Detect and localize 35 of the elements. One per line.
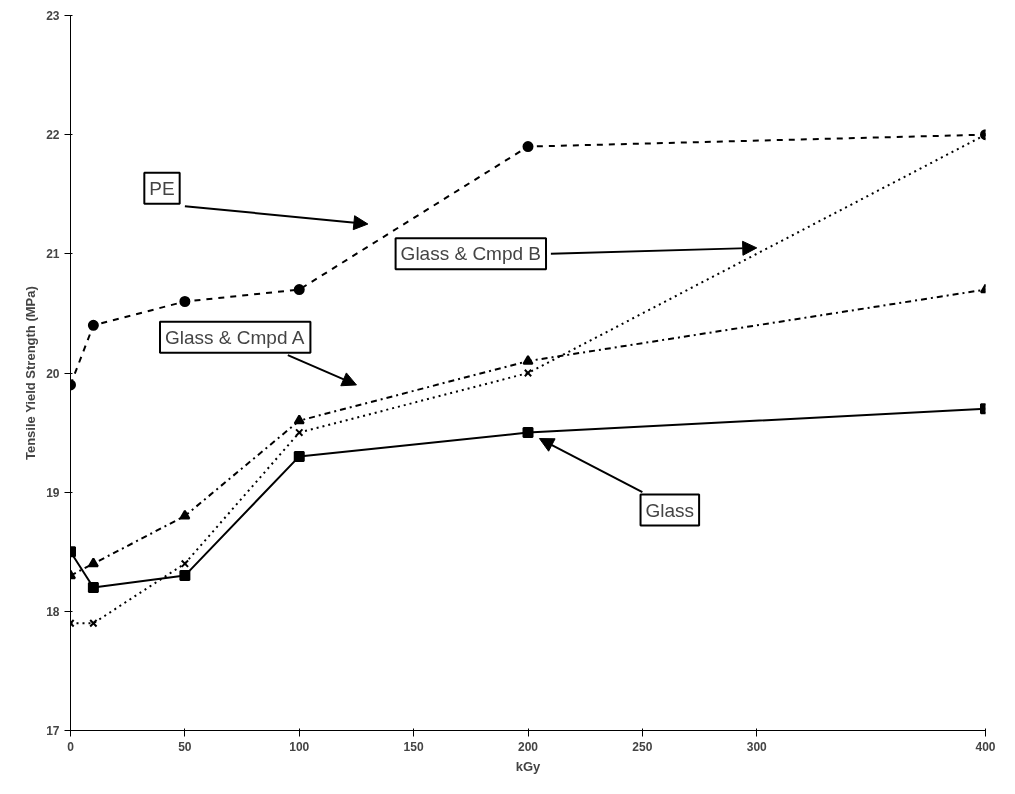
text: Glass [645, 499, 695, 521]
point [523, 368, 533, 378]
x-tick-label: 0 [67, 739, 75, 754]
text: Glass & Cmpd A [164, 326, 305, 348]
y-tick-label: 21 [46, 247, 60, 262]
y-axis-title: Tensile Yield Strength (MPa) [23, 286, 39, 461]
point [87, 557, 99, 568]
point [179, 509, 191, 520]
x-tick-label: 100 [289, 739, 310, 754]
y-tick-label: 17 [46, 724, 60, 738]
x-tick-label: 200 [517, 739, 539, 754]
y-tick-label: 22 [46, 128, 60, 143]
x-tick-label: 300 [746, 739, 768, 754]
x-axis-title: kGy [515, 758, 542, 774]
point [522, 141, 534, 153]
text: PE [149, 177, 175, 199]
x-tick-label: 250 [632, 739, 653, 754]
y-tick-label: 20 [46, 366, 60, 381]
point [293, 284, 305, 296]
x-tick-label: 50 [178, 739, 192, 754]
x-tick-label: 150 [403, 739, 424, 754]
text: Glass & Cmpd B [400, 243, 542, 265]
y-tick-label: 18 [46, 604, 60, 619]
point [87, 582, 99, 593]
point [179, 296, 191, 307]
y-tick-label: 19 [46, 485, 60, 500]
point [293, 414, 305, 425]
point [179, 570, 191, 582]
point [522, 427, 534, 439]
point [293, 450, 305, 462]
point [295, 428, 304, 437]
y-tick-label: 23 [46, 9, 60, 23]
point [522, 354, 534, 365]
x-tick-label: 400 [975, 739, 996, 754]
point [87, 319, 99, 331]
